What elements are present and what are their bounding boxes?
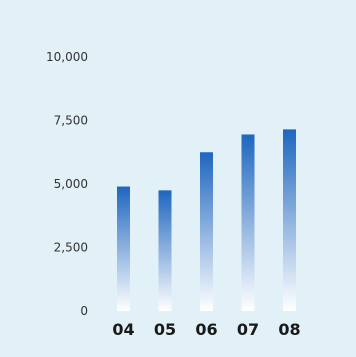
y-axis-ticks: 0 2,500 5,000 7,500 10,000 bbox=[46, 50, 88, 318]
bar-08 bbox=[283, 129, 296, 311]
x-tick-label: 05 bbox=[154, 320, 176, 339]
y-tick-label: 0 bbox=[80, 304, 88, 318]
x-tick-label: 08 bbox=[278, 320, 300, 339]
y-tick-label: 2,500 bbox=[54, 241, 88, 255]
bar-05 bbox=[158, 190, 172, 311]
y-tick-label: 5,000 bbox=[54, 177, 88, 191]
x-tick-label: 07 bbox=[237, 320, 259, 339]
x-axis-ticks: 04 05 06 07 08 bbox=[112, 320, 300, 339]
x-tick-label: 04 bbox=[112, 320, 134, 339]
bar-04 bbox=[117, 186, 130, 311]
bar-07 bbox=[241, 134, 255, 311]
bar-06 bbox=[200, 152, 213, 311]
x-tick-label: 06 bbox=[195, 320, 217, 339]
y-tick-label: 10,000 bbox=[46, 50, 88, 64]
bars-group bbox=[117, 129, 296, 311]
y-tick-label: 7,500 bbox=[54, 114, 88, 128]
